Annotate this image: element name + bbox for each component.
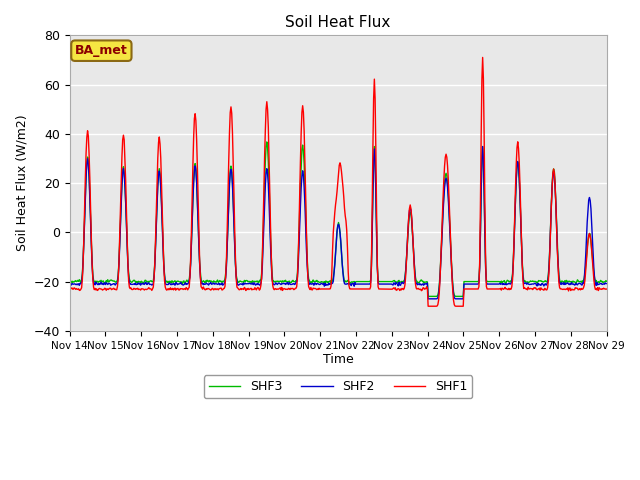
SHF1: [403, 244, 411, 250]
SHF2: [186, 278, 193, 284]
SHF3: [263, 139, 271, 145]
SHF3: [76, 277, 83, 283]
SHF2: [131, 282, 138, 288]
SHF2: [76, 282, 83, 288]
SHF2: [403, 242, 411, 248]
SHF2: [479, 144, 486, 149]
SHF1: [479, 55, 486, 60]
Line: SHF3: SHF3: [70, 142, 607, 296]
SHF1: [419, 285, 427, 291]
SHF3: [424, 293, 432, 299]
Text: BA_met: BA_met: [75, 44, 128, 57]
Title: Soil Heat Flux: Soil Heat Flux: [285, 15, 391, 30]
SHF1: [186, 285, 193, 290]
SHF1: [603, 286, 611, 292]
SHF3: [603, 278, 611, 284]
Y-axis label: Soil Heat Flux (W/m2): Soil Heat Flux (W/m2): [15, 115, 28, 252]
SHF2: [603, 281, 611, 287]
SHF1: [76, 288, 83, 293]
SHF3: [420, 280, 428, 286]
Legend: SHF3, SHF2, SHF1: SHF3, SHF2, SHF1: [204, 375, 472, 398]
X-axis label: Time: Time: [323, 353, 353, 366]
SHF2: [214, 281, 221, 287]
SHF3: [66, 278, 74, 284]
SHF3: [214, 277, 221, 283]
SHF3: [131, 277, 138, 283]
SHF2: [424, 296, 432, 302]
SHF2: [66, 281, 74, 287]
SHF2: [419, 281, 427, 287]
SHF3: [186, 277, 193, 283]
Line: SHF1: SHF1: [70, 58, 607, 306]
SHF1: [214, 286, 221, 292]
SHF1: [424, 303, 432, 309]
SHF3: [404, 230, 412, 236]
Line: SHF2: SHF2: [70, 146, 607, 299]
SHF1: [131, 286, 138, 292]
SHF1: [66, 286, 74, 291]
